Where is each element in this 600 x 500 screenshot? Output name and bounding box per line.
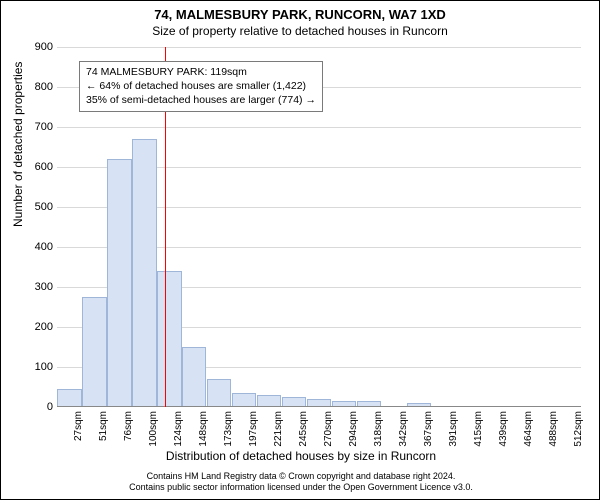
annotation-box: 74 MALMESBURY PARK: 119sqm ← 64% of deta… xyxy=(79,61,323,112)
xtick-label: 439sqm xyxy=(498,411,509,447)
xtick-label: 342sqm xyxy=(398,411,409,447)
ytick-label: 0 xyxy=(23,401,53,413)
ytick-label: 100 xyxy=(23,361,53,373)
histogram-bar xyxy=(157,271,181,407)
chart-container: 74, MALMESBURY PARK, RUNCORN, WA7 1XD Si… xyxy=(0,0,600,500)
xtick-label: 173sqm xyxy=(223,411,234,447)
xtick-label: 464sqm xyxy=(523,411,534,447)
xtick-label: 270sqm xyxy=(323,411,334,447)
xtick-label: 512sqm xyxy=(573,411,584,447)
xtick-label: 294sqm xyxy=(348,411,359,447)
xtick-label: 76sqm xyxy=(123,411,134,441)
ytick-label: 300 xyxy=(23,281,53,293)
xtick-label: 197sqm xyxy=(248,411,259,447)
xtick-label: 148sqm xyxy=(198,411,209,447)
histogram-bar xyxy=(57,389,81,407)
xtick-label: 124sqm xyxy=(173,411,184,447)
ytick-label: 600 xyxy=(23,161,53,173)
x-axis-baseline xyxy=(57,406,581,407)
annotation-line1: 74 MALMESBURY PARK: 119sqm xyxy=(86,65,316,79)
ytick-label: 200 xyxy=(23,321,53,333)
xtick-label: 367sqm xyxy=(423,411,434,447)
xtick-label: 391sqm xyxy=(448,411,459,447)
histogram-bar xyxy=(207,379,231,407)
ytick-label: 800 xyxy=(23,81,53,93)
histogram-bar xyxy=(107,159,131,407)
xtick-label: 245sqm xyxy=(298,411,309,447)
xtick-label: 100sqm xyxy=(148,411,159,447)
xtick-label: 51sqm xyxy=(98,411,109,441)
chart-title: 74, MALMESBURY PARK, RUNCORN, WA7 1XD xyxy=(1,1,599,22)
xtick-label: 221sqm xyxy=(273,411,284,447)
ytick-label: 400 xyxy=(23,241,53,253)
histogram-bar xyxy=(132,139,156,407)
histogram-bar xyxy=(182,347,206,407)
histogram-bar xyxy=(232,393,256,407)
footer-line2: Contains public sector information licen… xyxy=(1,482,600,493)
footer-line1: Contains HM Land Registry data © Crown c… xyxy=(1,471,600,482)
ytick-label: 700 xyxy=(23,121,53,133)
xtick-label: 415sqm xyxy=(473,411,484,447)
footer-attribution: Contains HM Land Registry data © Crown c… xyxy=(1,471,600,494)
x-axis-label: Distribution of detached houses by size … xyxy=(1,449,600,463)
annotation-line3: 35% of semi-detached houses are larger (… xyxy=(86,93,316,107)
chart-subtitle: Size of property relative to detached ho… xyxy=(1,22,599,38)
xtick-label: 27sqm xyxy=(73,411,84,441)
xtick-label: 488sqm xyxy=(548,411,559,447)
xtick-label: 318sqm xyxy=(373,411,384,447)
annotation-line2: ← 64% of detached houses are smaller (1,… xyxy=(86,79,316,93)
plot-area: 0100200300400500600700800900 27sqm51sqm7… xyxy=(57,47,581,407)
ytick-label: 500 xyxy=(23,201,53,213)
ytick-label: 900 xyxy=(23,41,53,53)
histogram-bar xyxy=(82,297,106,407)
